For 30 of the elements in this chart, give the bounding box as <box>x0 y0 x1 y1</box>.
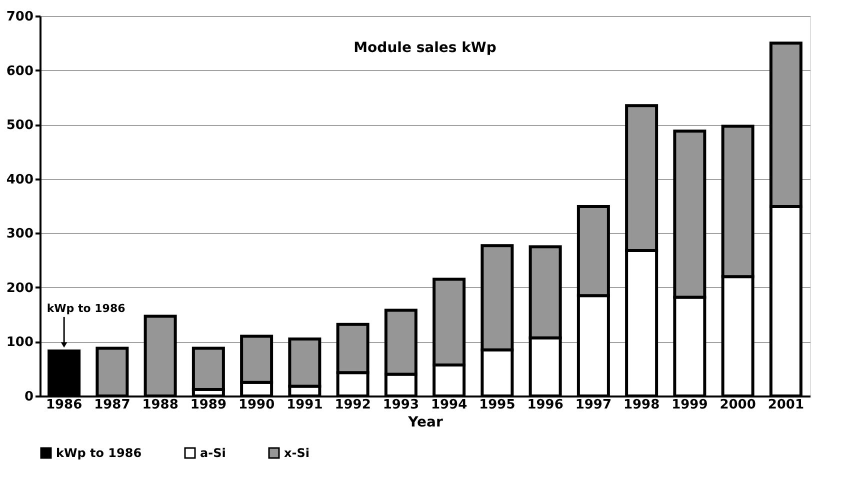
y-tick-label: 200 <box>6 280 34 296</box>
x-tick-label: 1994 <box>430 398 468 412</box>
x-tick-label: 1993 <box>382 398 420 412</box>
y-tick-label: 100 <box>6 335 34 350</box>
x-tick-label: 2000 <box>720 398 756 412</box>
x-tick-label: 1992 <box>334 398 371 412</box>
x-tick-label: 2001 <box>768 398 804 412</box>
x-tick-label: 1990 <box>238 398 275 412</box>
x-tick-label: 1996 <box>527 398 564 412</box>
x-tick-label: 1998 <box>623 398 660 412</box>
x-tick-label: 1995 <box>479 398 516 412</box>
x-tick-label: 1989 <box>190 398 227 412</box>
x-tick-label: 1987 <box>94 398 130 412</box>
x-axis-title: Year <box>407 414 443 430</box>
x-tick-label: 1999 <box>672 398 708 412</box>
y-tick-label: 500 <box>6 118 34 134</box>
x-tick-label: 1997 <box>575 398 612 412</box>
x-tick-label: 1988 <box>142 398 178 412</box>
legend-label: x-Si <box>284 446 310 460</box>
y-tick-label: 300 <box>6 226 34 242</box>
y-tick-label: 400 <box>6 172 34 188</box>
y-tick-label: 700 <box>6 10 34 24</box>
legend-label: a-Si <box>200 446 226 460</box>
text: Module sales kWp <box>354 40 496 56</box>
x-tick-label: 1991 <box>286 398 323 412</box>
annotation: kWp to 1986 <box>46 302 126 315</box>
y-tick-label: 0 <box>24 390 34 404</box>
x-tick-label: 1986 <box>46 398 82 412</box>
y-tick-label: 600 <box>6 64 34 79</box>
legend-label: kWp to 1986 <box>56 446 142 460</box>
